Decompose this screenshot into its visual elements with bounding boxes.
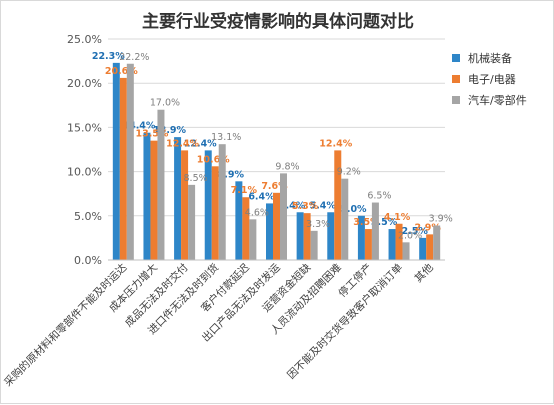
- bar-0-8: [357, 215, 365, 260]
- data-label: 13.9%: [153, 125, 186, 136]
- data-label: 13.5%: [135, 129, 168, 140]
- data-label: 3.5%: [371, 217, 398, 228]
- bar-2-4: [249, 219, 257, 260]
- data-label: 3.5%: [353, 217, 380, 228]
- legend-swatch: [452, 53, 460, 62]
- data-label: 9.8%: [275, 161, 299, 172]
- legend-item-electronics: 电子/电器: [452, 68, 527, 89]
- bar-0-10: [419, 237, 427, 260]
- data-label: 7.1%: [231, 185, 258, 196]
- data-label: 13.1%: [211, 132, 241, 143]
- bar-2-6: [310, 230, 318, 260]
- bar-0-0: [112, 62, 120, 261]
- bar-0-6: [296, 212, 304, 260]
- bar-1-1: [150, 140, 158, 260]
- data-label: 2.9%: [415, 222, 442, 233]
- data-label: 12.4%: [319, 138, 352, 149]
- bar-1-4: [242, 197, 250, 260]
- data-label: 5.4%: [310, 200, 337, 211]
- bar-0-5: [266, 203, 273, 260]
- data-label: 22.3%: [92, 51, 125, 62]
- bar-2-5: [280, 173, 287, 260]
- data-label: 3.9%: [429, 214, 453, 225]
- bar-1-10: [426, 234, 434, 260]
- data-label: 14.4%: [122, 121, 155, 132]
- y-tick-label: 0.0%: [74, 254, 102, 267]
- bar-0-7: [327, 212, 335, 260]
- legend-label: 电子/电器: [468, 72, 516, 86]
- bar-0-4: [235, 181, 243, 260]
- legend-label: 汽车/零部件: [468, 93, 527, 107]
- data-label: 5.3%: [292, 201, 319, 212]
- bar-1-5: [273, 192, 280, 260]
- y-tick-label: 15.0%: [67, 121, 102, 134]
- data-label: 12.4%: [166, 138, 199, 149]
- bar-1-0: [119, 77, 127, 260]
- x-tick-label: 其他: [412, 261, 436, 285]
- legend-label: 机械装备: [468, 51, 512, 65]
- bar-0-1: [143, 132, 151, 260]
- bar-1-6: [303, 213, 311, 260]
- bar-2-10: [433, 225, 441, 260]
- data-label: 10.6%: [197, 154, 230, 165]
- data-label: 9.2%: [337, 167, 361, 178]
- legend: 机械装备 电子/电器 汽车/零部件: [452, 47, 527, 110]
- bar-0-3: [204, 150, 212, 260]
- y-tick-label: 25.0%: [67, 33, 102, 46]
- legend-item-machinery: 机械装备: [452, 47, 527, 68]
- y-tick-label: 5.0%: [74, 210, 102, 223]
- data-label: 3.3%: [306, 219, 330, 230]
- bar-1-7: [334, 150, 342, 260]
- bar-2-1: [157, 109, 165, 260]
- data-label: 4.1%: [384, 212, 411, 223]
- data-label: 7.6%: [261, 181, 288, 192]
- bar-1-2: [181, 150, 189, 260]
- data-label: 8.5%: [184, 173, 208, 184]
- data-label: 12.4%: [184, 138, 217, 149]
- bar-2-9: [402, 242, 410, 260]
- chart-title: 主要行业受疫情影响的具体问题对比: [142, 12, 414, 32]
- data-label: 5.0%: [340, 204, 367, 215]
- data-label: 20.6%: [105, 66, 138, 77]
- bar-1-9: [395, 223, 403, 260]
- bar-0-9: [388, 229, 396, 260]
- data-label: 6.4%: [248, 191, 275, 202]
- bar-2-7: [341, 178, 349, 260]
- y-tick-label: 20.0%: [67, 77, 102, 90]
- data-label: 6.5%: [367, 191, 391, 202]
- bar-2-8: [371, 202, 379, 260]
- x-tick-label: 采购的原材料和零部件不能及时运达: [1, 261, 129, 389]
- data-label: 8.9%: [218, 169, 245, 180]
- bar-0-2: [174, 137, 182, 260]
- bar-2-3: [218, 144, 226, 260]
- bar-2-2: [188, 184, 196, 260]
- legend-item-auto: 汽车/零部件: [452, 89, 527, 110]
- legend-swatch: [452, 95, 460, 104]
- data-label: 4.6%: [245, 207, 269, 218]
- bar-1-8: [364, 229, 372, 260]
- data-label: 2.0%: [398, 230, 422, 241]
- data-label: 17.0%: [150, 98, 180, 109]
- data-label: 5.4%: [279, 200, 306, 211]
- y-tick-label: 10.0%: [67, 166, 102, 179]
- bar-2-0: [126, 63, 134, 260]
- bar-1-3: [211, 166, 219, 260]
- data-label: 22.2%: [119, 52, 149, 63]
- legend-swatch: [452, 74, 460, 83]
- data-label: 2.5%: [402, 226, 429, 237]
